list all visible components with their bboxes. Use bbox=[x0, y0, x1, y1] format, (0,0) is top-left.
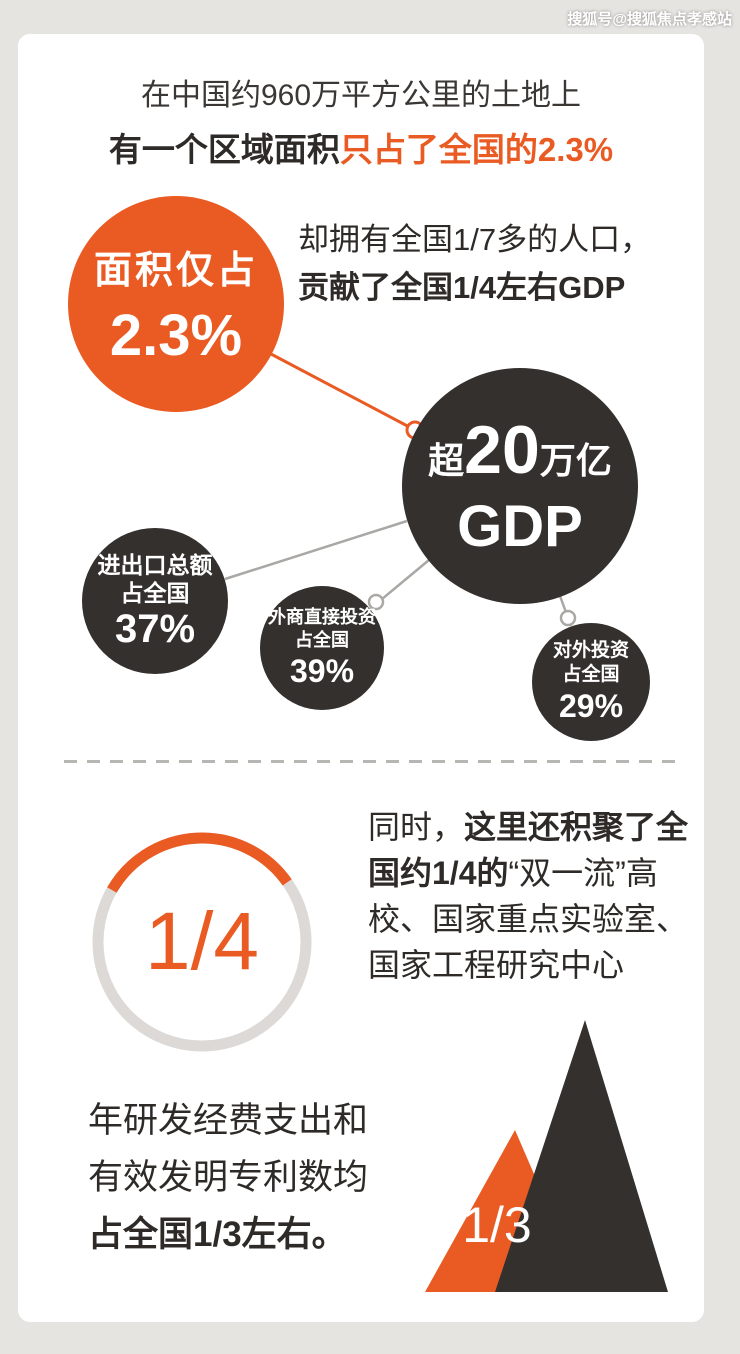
infographic-card: 在中国约960万平方公里的土地上 有一个区域面积只占了全国的2.3% 面积仅占 … bbox=[18, 34, 704, 1322]
stat-title: 外商直接投资 bbox=[268, 607, 376, 627]
quarter-seg2: 这里还积聚了全国约1/4的 bbox=[368, 809, 689, 891]
quarter-seg1: 同时， bbox=[368, 809, 465, 845]
triangle-value: 1/3 bbox=[462, 1197, 532, 1253]
mountain-triangles bbox=[425, 1020, 668, 1292]
header: 在中国约960万平方公里的土地上 有一个区域面积只占了全国的2.3% bbox=[18, 70, 704, 178]
quarter-seg3: “双一流”高校、国家重点实验室、国家工程研究中心 bbox=[368, 855, 689, 983]
header-line2-orange: 只占了全国的2.3% bbox=[339, 131, 614, 168]
connector-gray-line-a bbox=[224, 519, 408, 581]
dark-triangle bbox=[495, 1020, 668, 1292]
gdp-number: 20 bbox=[464, 411, 540, 488]
watermark: 搜狐号@搜狐焦点孝感站 bbox=[567, 11, 732, 28]
research-line1: 年研发经费支出和 bbox=[88, 1101, 369, 1140]
ring-value: 1/4 bbox=[145, 896, 259, 987]
intro-line1: 却拥有全国1/7多的人口， bbox=[298, 222, 652, 257]
stat-sub: 占全国 bbox=[295, 630, 349, 650]
ring-arc-quarter bbox=[107, 832, 292, 893]
gdp-label: GDP bbox=[457, 493, 583, 559]
research-paragraph: 年研发经费支出和 有效发明专利数均 占全国1/3左右。 bbox=[88, 1092, 368, 1263]
quarter-paragraph: 同时，这里还积聚了全国约1/4的“双一流”高校、国家重点实验室、国家工程研究中心 bbox=[368, 804, 706, 988]
header-line1: 在中国约960万平方公里的土地上 bbox=[140, 79, 582, 112]
research-line3: 占全国1/3左右。 bbox=[88, 1215, 347, 1254]
area-bubble-value: 2.3% bbox=[109, 303, 243, 368]
connector-orange-line bbox=[270, 352, 416, 432]
stat-bubble-outbound-investment: 对外投资 占全国 29% bbox=[532, 623, 650, 741]
area-bubble-label: 面积仅占 bbox=[93, 250, 258, 292]
area-bubble: 面积仅占 2.3% bbox=[68, 196, 284, 412]
stat-title: 进出口总额 bbox=[97, 552, 213, 578]
intro-text: 却拥有全国1/7多的人口， 贡献了全国1/4左右GDP bbox=[298, 216, 698, 312]
stat-value: 39% bbox=[289, 653, 355, 689]
gdp-bubble: 超20万亿 GDP bbox=[402, 368, 638, 604]
gdp-bubble-line1: 超20万亿 bbox=[428, 415, 612, 496]
stat-sub: 占全国 bbox=[562, 664, 620, 685]
stat-sub: 占全国 bbox=[120, 580, 190, 606]
stat-value: 37% bbox=[114, 607, 196, 651]
stat-bubble-foreign-investment: 外商直接投资 占全国 39% bbox=[260, 586, 384, 710]
dashed-divider bbox=[64, 760, 676, 763]
node-dot-gray-b bbox=[367, 593, 385, 611]
header-line2: 有一个区域面积只占了全国的2.3% bbox=[18, 122, 704, 178]
research-line2: 有效发明专利数均 bbox=[88, 1158, 369, 1197]
stat-value: 29% bbox=[558, 688, 624, 724]
gdp-prefix: 超 bbox=[428, 439, 465, 481]
stat-bubble-imports-exports: 进出口总额 占全国 37% bbox=[82, 528, 228, 674]
gdp-unit: 万亿 bbox=[539, 439, 612, 481]
intro-line2: 贡献了全国1/4左右GDP bbox=[298, 270, 626, 305]
header-line2-dark: 有一个区域面积 bbox=[108, 131, 340, 168]
stat-title: 对外投资 bbox=[552, 640, 629, 661]
quarter-ring-chart bbox=[92, 832, 312, 1052]
node-dot-gray-c bbox=[559, 609, 577, 627]
